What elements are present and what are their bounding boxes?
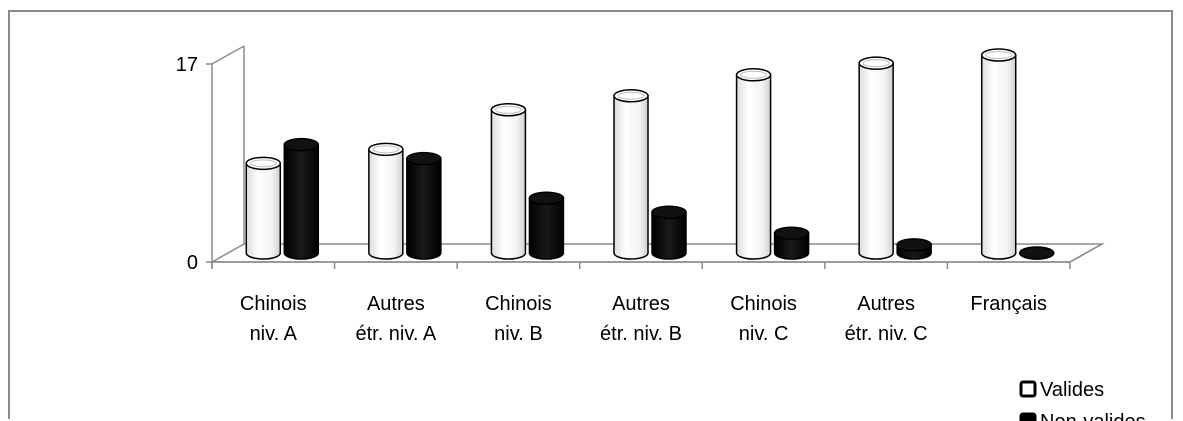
bar-body	[283, 143, 320, 260]
bar-top	[773, 226, 810, 240]
legend-swatch	[1019, 412, 1037, 421]
bar-body	[528, 197, 565, 260]
bar-valides	[735, 68, 772, 260]
legend-label: Valides	[1040, 379, 1104, 401]
bar-top	[368, 142, 404, 157]
bar-top-highlight	[372, 145, 400, 154]
bar-top	[490, 102, 527, 117]
bar-top	[651, 205, 687, 219]
bar-non-valides	[283, 137, 320, 260]
bar-top	[283, 137, 320, 152]
bar-top-highlight	[740, 70, 768, 79]
chart-bars	[245, 48, 1055, 260]
bar-non-valides	[528, 191, 565, 260]
bar-non-valides	[896, 238, 932, 260]
bar-top	[980, 48, 1017, 62]
bar-non-valides	[651, 205, 687, 260]
bar-body	[735, 74, 772, 260]
bar-top-highlight	[249, 159, 277, 168]
bar-body	[651, 211, 687, 260]
x-category-label: niv. C	[739, 323, 789, 345]
chart-legend: Valides Non-valides	[1019, 379, 1146, 421]
bar-valides	[980, 48, 1017, 260]
bar-body	[613, 95, 649, 260]
bar-top	[896, 238, 932, 252]
bar-top	[245, 156, 282, 171]
bar-top-highlight	[985, 51, 1013, 59]
bar-valides	[245, 156, 282, 260]
x-category-label: Chinois	[240, 293, 307, 315]
bar-top	[858, 56, 894, 70]
bar-top	[1018, 246, 1055, 260]
legend-swatch	[1019, 380, 1037, 398]
bar-body	[773, 232, 810, 260]
bar-top-highlight	[617, 91, 645, 100]
legend-label: Non-valides	[1040, 411, 1146, 421]
x-category-label: Autres	[857, 293, 915, 315]
x-category-label: niv. A	[250, 323, 298, 345]
bar-body	[980, 54, 1017, 260]
floor-right-edge	[1069, 243, 1103, 263]
bar-top	[528, 191, 565, 206]
bar-valides	[490, 102, 527, 260]
chart-labels: Chinois niv. A Autres étr. niv. A Chinois niv…	[240, 293, 1047, 345]
x-category-label: étr. niv. A	[355, 323, 436, 345]
x-category-label: Français	[970, 293, 1047, 315]
bar-top-highlight	[494, 105, 522, 114]
wall-top-edge	[211, 45, 245, 65]
x-category-label: Chinois	[730, 293, 797, 315]
x-category-label: Chinois	[485, 293, 552, 315]
y-tick-label: 0	[187, 252, 198, 274]
bar-valides	[613, 89, 649, 260]
chart-frame: 0 17 Chinois niv. A Autres étr. niv. A Chinoi…	[8, 10, 1173, 421]
x-category-label: Autres	[367, 293, 425, 315]
bar-valides	[858, 56, 894, 260]
bar-body	[858, 62, 894, 260]
bar-top	[735, 68, 772, 82]
bar-non-valides	[406, 151, 442, 260]
x-category-label: étr. niv. B	[600, 323, 682, 345]
bar-body	[406, 157, 442, 260]
bar-top-highlight	[862, 59, 890, 68]
y-tick-label: 17	[176, 54, 198, 76]
bar-non-valides	[1018, 246, 1055, 260]
bar-body	[490, 108, 527, 260]
chart-axes: 0 17	[176, 54, 1103, 274]
bar-body	[245, 162, 282, 260]
x-category-label: niv. B	[494, 323, 543, 345]
bar-top	[406, 151, 442, 166]
bar-valides	[368, 142, 404, 260]
x-category-label: Autres	[612, 293, 670, 315]
bar-non-valides	[773, 226, 810, 260]
bar-body	[368, 148, 404, 260]
bar-top	[613, 89, 649, 103]
x-category-label: étr. niv. C	[845, 323, 928, 345]
